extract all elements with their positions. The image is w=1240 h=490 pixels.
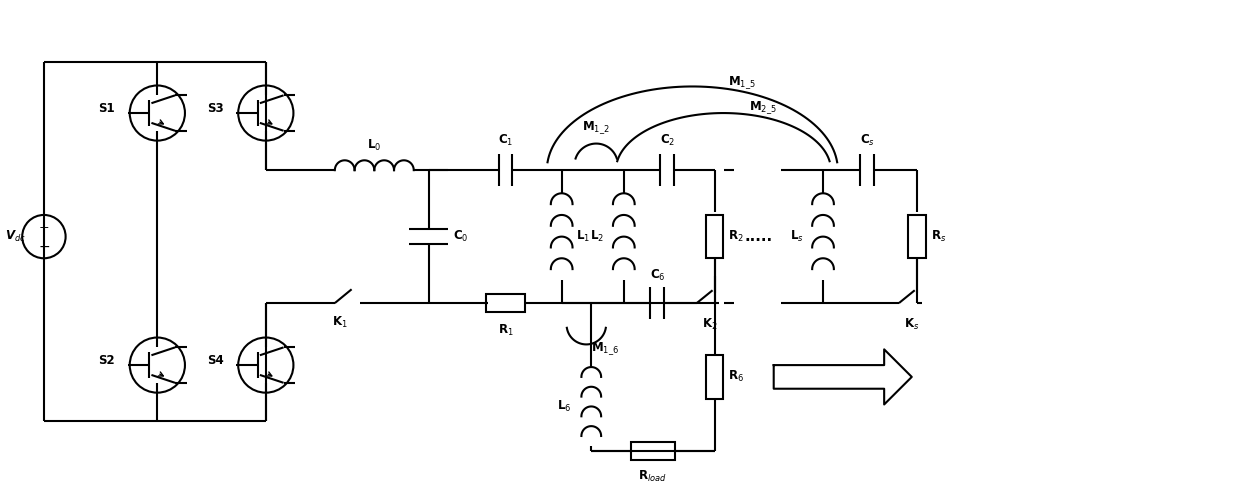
Text: K$_2$: K$_2$ xyxy=(702,317,718,332)
Text: S1: S1 xyxy=(98,101,115,115)
Text: C$_0$: C$_0$ xyxy=(453,229,469,244)
Text: K$_1$: K$_1$ xyxy=(332,315,347,330)
Bar xyxy=(908,215,925,258)
Text: V$_{dc}$: V$_{dc}$ xyxy=(5,229,26,244)
Text: S2: S2 xyxy=(98,354,115,367)
Text: M$_{2\_5}$: M$_{2\_5}$ xyxy=(749,99,776,116)
Bar xyxy=(706,355,723,398)
Text: M$_{1\_5}$: M$_{1\_5}$ xyxy=(728,74,755,92)
Text: S4: S4 xyxy=(207,354,223,367)
Text: R$_6$: R$_6$ xyxy=(728,369,744,385)
Text: M$_{1\_6}$: M$_{1\_6}$ xyxy=(591,341,619,357)
Bar xyxy=(631,442,675,460)
Text: −: − xyxy=(38,240,50,253)
Text: L$_0$: L$_0$ xyxy=(367,138,382,153)
Bar xyxy=(486,294,526,312)
Text: R$_s$: R$_s$ xyxy=(930,229,946,244)
Text: C$_6$: C$_6$ xyxy=(650,269,665,283)
Text: L$_2$: L$_2$ xyxy=(590,229,604,244)
Text: C$_1$: C$_1$ xyxy=(497,133,513,148)
Text: R$_2$: R$_2$ xyxy=(728,229,744,244)
Text: C$_s$: C$_s$ xyxy=(861,133,875,148)
Text: .....: ..... xyxy=(745,229,773,244)
Bar xyxy=(706,215,723,258)
Text: R$_1$: R$_1$ xyxy=(497,323,513,338)
Text: C$_2$: C$_2$ xyxy=(660,133,675,148)
Text: M$_{1\_2}$: M$_{1\_2}$ xyxy=(583,119,610,136)
Text: L$_s$: L$_s$ xyxy=(790,229,804,244)
Text: R$_{load}$: R$_{load}$ xyxy=(639,468,667,484)
Text: K$_s$: K$_s$ xyxy=(904,317,919,332)
Text: L$_1$: L$_1$ xyxy=(577,229,590,244)
Text: S3: S3 xyxy=(207,101,223,115)
Text: L$_6$: L$_6$ xyxy=(557,399,572,414)
Text: +: + xyxy=(38,221,50,234)
